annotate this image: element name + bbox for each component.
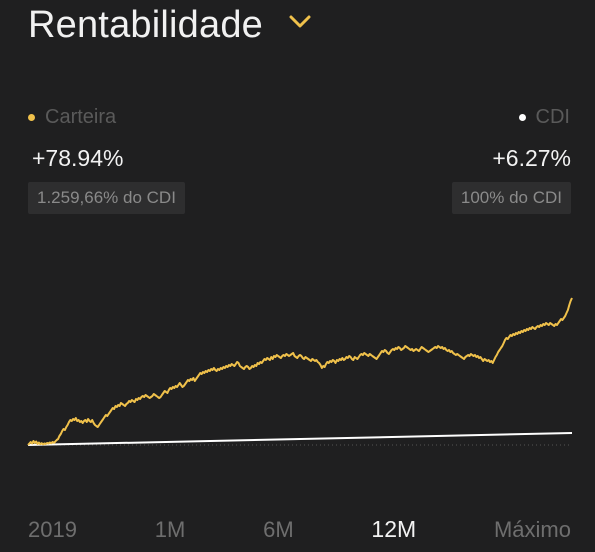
legend-portfolio-label: Carteira <box>45 106 117 128</box>
period-tab-2019[interactable]: 2019 <box>28 516 77 542</box>
period-tab-6m[interactable]: 6M <box>263 516 294 542</box>
period-tab-12m[interactable]: 12M <box>371 516 417 542</box>
legend-benchmark: CDI <box>518 106 570 129</box>
legend: Carteira CDI <box>28 106 570 129</box>
legend-portfolio: Carteira <box>28 106 116 129</box>
benchmark-return: +6.27% <box>492 145 571 171</box>
series-line-carteira <box>27 297 573 446</box>
period-selector[interactable]: Rentabilidade <box>28 4 311 47</box>
period-tab-1m[interactable]: 1M <box>154 516 186 542</box>
period-tabs: 2019 1M 6M 12M Máximo <box>28 516 571 543</box>
benchmark-cdi-badge: 100% do CDI <box>451 182 571 214</box>
chevron-down-icon[interactable] <box>289 15 311 29</box>
cdi-badges: 1.259,66% do CDI 100% do CDI <box>28 182 571 214</box>
portfolio-cdi-badge: 1.259,66% do CDI <box>28 182 185 214</box>
period-tab-máximo[interactable]: Máximo <box>493 516 571 542</box>
return-values: +78.94% +6.27% <box>32 145 571 172</box>
benchmark-dot-icon <box>518 114 526 121</box>
legend-benchmark-label: CDI <box>535 106 570 128</box>
portfolio-return: +78.94% <box>32 145 124 171</box>
page-title: Rentabilidade <box>28 4 263 46</box>
returns-chart[interactable] <box>0 270 595 490</box>
portfolio-dot-icon <box>28 114 35 121</box>
series-line-cdi <box>27 432 573 446</box>
